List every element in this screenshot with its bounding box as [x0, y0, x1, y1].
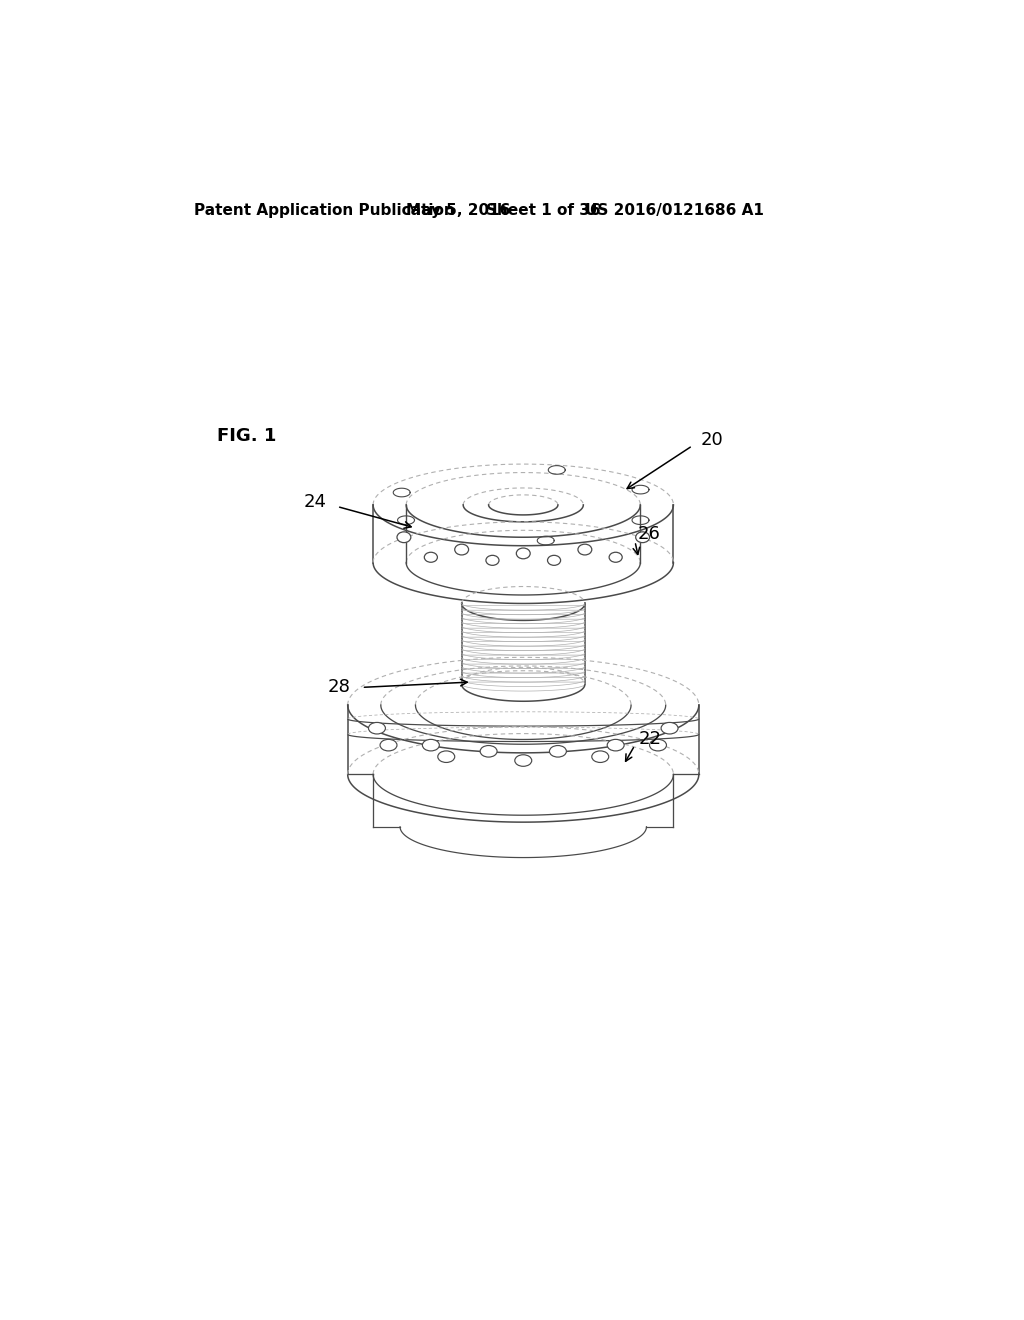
- Ellipse shape: [550, 746, 566, 758]
- Ellipse shape: [578, 544, 592, 554]
- Text: 28: 28: [327, 677, 350, 696]
- Ellipse shape: [636, 532, 649, 543]
- Ellipse shape: [662, 722, 678, 734]
- Ellipse shape: [486, 556, 499, 565]
- Text: US 2016/0121686 A1: US 2016/0121686 A1: [585, 203, 764, 218]
- Ellipse shape: [609, 552, 623, 562]
- Ellipse shape: [592, 751, 608, 763]
- Text: 24: 24: [304, 492, 327, 511]
- Ellipse shape: [369, 722, 385, 734]
- Ellipse shape: [422, 739, 439, 751]
- Ellipse shape: [516, 548, 530, 558]
- Ellipse shape: [455, 544, 469, 554]
- Text: Patent Application Publication: Patent Application Publication: [195, 203, 456, 218]
- Text: 20: 20: [700, 432, 723, 449]
- Ellipse shape: [607, 739, 625, 751]
- Text: FIG. 1: FIG. 1: [217, 426, 276, 445]
- Ellipse shape: [397, 532, 411, 543]
- Ellipse shape: [548, 556, 560, 565]
- Text: 26: 26: [637, 525, 660, 543]
- Text: May 5, 2016: May 5, 2016: [407, 203, 511, 218]
- Text: Sheet 1 of 36: Sheet 1 of 36: [486, 203, 601, 218]
- Text: 22: 22: [639, 730, 662, 748]
- Ellipse shape: [438, 751, 455, 763]
- Ellipse shape: [480, 746, 497, 758]
- Ellipse shape: [515, 755, 531, 767]
- Ellipse shape: [649, 739, 667, 751]
- Ellipse shape: [380, 739, 397, 751]
- Ellipse shape: [424, 552, 437, 562]
